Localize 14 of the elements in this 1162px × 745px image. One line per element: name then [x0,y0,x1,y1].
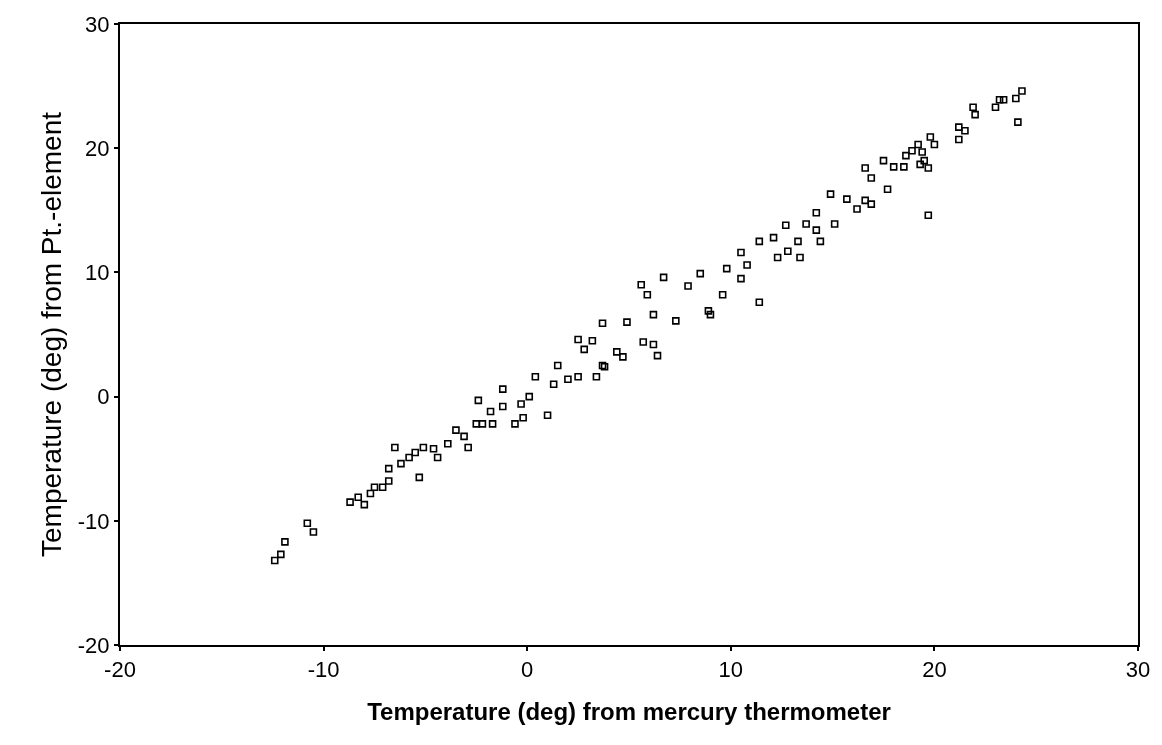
y-tick-label: 20 [85,135,110,161]
y-tick-label: -10 [77,508,110,534]
x-tick-label: -10 [307,657,340,683]
y-tick-label: 30 [85,11,110,37]
x-tick-label: 10 [718,657,744,683]
x-tick-label: 30 [1125,657,1151,683]
x-tick-label: -20 [104,657,136,683]
y-tick-label: 10 [85,260,110,286]
x-tick-label: 0 [521,657,534,683]
y-tick-label: -20 [77,632,110,658]
y-tick-label: 0 [97,384,110,410]
x-axis-title: Temperature (deg) from mercury thermometer [367,698,891,726]
x-tick-label: 20 [922,657,947,683]
y-axis-title: Temperature (deg) from Pt.-element [36,111,67,558]
